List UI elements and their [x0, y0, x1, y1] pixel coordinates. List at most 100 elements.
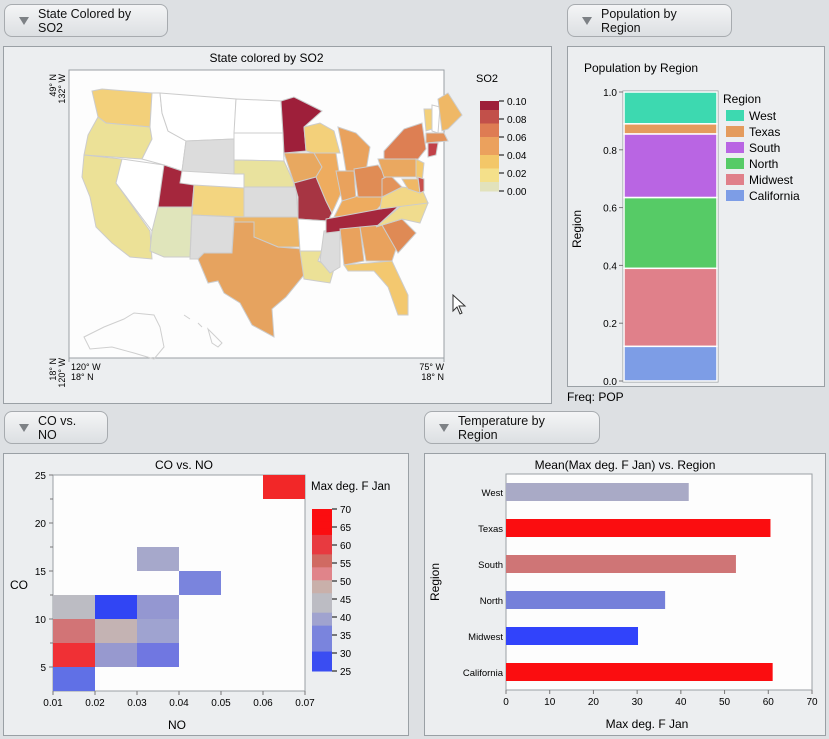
heatmap-cell — [263, 475, 305, 499]
heatmap-x-tick-label: 0.07 — [295, 698, 315, 709]
heatmap-legend-swatch — [312, 593, 332, 601]
so2-legend-swatch — [480, 128, 499, 133]
population-y-tick-label: 0.4 — [603, 261, 617, 272]
population-legend-title: Region — [723, 92, 761, 106]
so2-legend-tick-label: 0.08 — [507, 115, 527, 126]
heatmap-cell — [53, 667, 95, 691]
heatmap-cell — [53, 619, 95, 643]
so2-panel-button-label: State Colored by SO2 — [38, 6, 132, 35]
so2-legend-swatch — [480, 146, 499, 151]
state-tx — [197, 221, 305, 338]
heatmap-legend-tick-label: 35 — [340, 631, 352, 642]
so2-legend-swatch — [480, 155, 499, 160]
heatmap-cell — [137, 619, 179, 643]
population-chart: 0.0 0.2 0.4 0.6 0.8 1.0 Region Region West Texas S… — [570, 88, 800, 386]
so2-legend-tick-label: 0.04 — [507, 151, 527, 162]
population-panel-button-label: Population by Region — [601, 6, 677, 35]
population-legend-label-north: North — [749, 157, 778, 171]
temperature-x-tick-label: 60 — [763, 697, 775, 708]
temperature-panel-toggle-button[interactable]: Temperature by Region — [424, 411, 600, 444]
heatmap-cell — [53, 595, 95, 619]
heatmap-x-tick-label: 0.06 — [253, 698, 273, 709]
state-al — [339, 226, 365, 266]
state-wi — [303, 122, 341, 154]
population-legend-label-south: South — [749, 141, 780, 155]
map-corner-bottom-left-lat: 18° N — [48, 358, 58, 381]
heatmap-legend-title: Max deg. F Jan — [311, 481, 390, 493]
heatmap-y-tick-label: 15 — [35, 567, 47, 578]
heatmap-x-tick-label: 0.02 — [85, 698, 105, 709]
map-x-left-lat: 18° N — [71, 372, 94, 382]
temperature-x-tick-label: 40 — [675, 697, 687, 708]
heatmap-legend-tick-label: 50 — [340, 577, 352, 588]
map-corner-top-left-lat: 49° N — [48, 74, 58, 97]
collapse-triangle-icon — [582, 16, 592, 25]
temperature-x-tick-label: 70 — [806, 697, 818, 708]
so2-legend-swatch — [480, 186, 499, 192]
heatmap-legend-tick-label: 25 — [340, 667, 352, 678]
heatmap-legend-swatch — [312, 521, 332, 529]
so2-legend-tick-label: 0.00 — [507, 187, 527, 198]
temperature-bar-chart: West Texas South North Midwest California 0 10 2… — [428, 473, 818, 731]
heatmap-y-tick-label: 20 — [35, 519, 47, 530]
heatmap-cell — [179, 571, 221, 595]
heatmap-legend-swatch — [312, 651, 332, 659]
so2-legend-swatch — [480, 105, 499, 111]
so2-legend-swatch — [480, 182, 499, 187]
population-panel-toggle-button[interactable]: Population by Region — [567, 4, 732, 37]
heatmap-cell — [53, 643, 95, 667]
heatmap-cell — [95, 619, 137, 643]
temperature-x-tick-label: 0 — [503, 697, 509, 708]
map-corner-bottom-left-lon: 120° W — [57, 358, 67, 388]
temperature-plot-area — [505, 473, 813, 691]
co-no-panel-toggle-button[interactable]: CO vs. NO — [4, 411, 108, 444]
population-legend-swatch-midwest — [726, 174, 744, 185]
state-vt — [423, 108, 433, 132]
heatmap-legend-swatch — [312, 547, 332, 555]
heatmap-legend-swatch — [312, 632, 332, 640]
temperature-y-axis-label: Region — [428, 563, 442, 601]
state-nc — [375, 202, 429, 228]
heatmap-legend-tick-label: 40 — [340, 613, 352, 624]
so2-legend-tick-label: 0.02 — [507, 169, 527, 180]
heatmap-legend-swatch — [312, 625, 332, 633]
heatmap-x-tick-label: 0.04 — [169, 698, 189, 709]
so2-panel-toggle-button[interactable]: State Colored by SO2 — [4, 4, 168, 37]
population-segment-texas — [623, 123, 718, 135]
map-states — [81, 88, 463, 360]
heatmap-legend-tick-label: 30 — [340, 649, 352, 660]
heatmap-legend-swatch — [312, 534, 332, 542]
temperature-bar-texas — [506, 519, 771, 537]
heatmap-cell — [95, 595, 137, 619]
heatmap-legend-tick-label: 70 — [340, 505, 352, 516]
population-legend-swatch-north — [726, 158, 744, 169]
so2-legend-tick-label: 0.06 — [507, 133, 527, 144]
so2-legend-swatch — [480, 164, 499, 169]
temperature-panel: Mean(Max deg. F Jan) vs. Region West Texa… — [424, 453, 826, 736]
so2-legend-swatch — [480, 173, 499, 178]
heatmap-legend-tick-label: 65 — [340, 523, 352, 534]
heatmap-legend-tick-label: 55 — [340, 559, 352, 570]
population-y-tick-label: 0.0 — [603, 377, 617, 386]
population-segment-south — [623, 133, 718, 199]
state-de — [417, 176, 425, 194]
heatmap-legend-swatch — [312, 619, 332, 627]
heatmap-y-tick-label: 10 — [35, 615, 47, 626]
so2-legend-title: SO2 — [476, 73, 498, 85]
heatmap-legend-swatch — [312, 528, 332, 536]
map-x-right-lat: 18° N — [421, 372, 444, 382]
heatmap-legend-swatch — [312, 554, 332, 562]
temperature-category-label: Midwest — [468, 632, 503, 643]
state-ct — [427, 142, 439, 158]
population-y-tick-label: 1.0 — [603, 88, 617, 99]
heatmap-legend-swatch — [312, 606, 332, 614]
heatmap-x-tick-label: 0.03 — [127, 698, 147, 709]
so2-legend-swatch — [480, 141, 499, 147]
state-co — [191, 184, 245, 218]
heatmap-legend-swatch — [312, 638, 332, 646]
co-no-panel-button-label: CO vs. NO — [38, 413, 77, 442]
population-bar-frame — [622, 90, 719, 383]
heatmap-legend-swatch — [312, 560, 332, 568]
population-freq-label: Freq: POP — [567, 390, 624, 404]
population-chart-title: Population by Region — [584, 61, 699, 75]
